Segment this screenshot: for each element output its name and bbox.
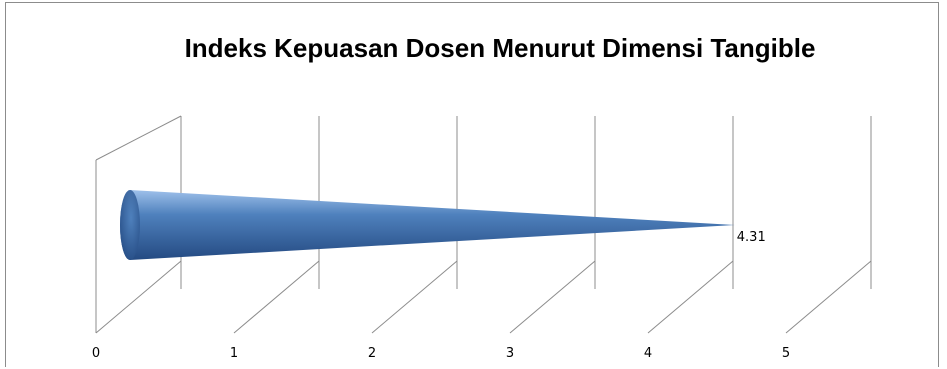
- x-tick-label-5: 5: [782, 346, 790, 361]
- gridline-floor-5: [785, 260, 872, 334]
- gridline-floor-4: [647, 260, 734, 334]
- x-tick-label-4: 4: [644, 346, 652, 361]
- x-tick-label-2: 2: [368, 346, 376, 361]
- grid-lines: [95, 115, 872, 334]
- x-tick-label-3: 3: [506, 346, 514, 361]
- cone-base-0: [120, 190, 140, 260]
- x-axis-ticks: 0 1 2 3 4 5: [92, 346, 790, 361]
- x-tick-label-0: 0: [92, 346, 100, 361]
- cone-bar-0: [120, 190, 735, 260]
- gridline-floor-2: [371, 260, 458, 334]
- gridline-floor-0: [95, 260, 182, 334]
- x-tick-label-1: 1: [230, 346, 238, 361]
- data-label-0: 4.31: [737, 230, 766, 245]
- chart-title: Indeks Kepuasan Dosen Menurut Dimensi Ta…: [184, 33, 816, 63]
- left-wall-top-edge: [95, 115, 182, 161]
- cone-series: [120, 190, 735, 260]
- chart-area: [5, 2, 939, 367]
- gridline-floor-3: [509, 260, 596, 334]
- data-labels: 4.31: [737, 230, 766, 245]
- gridline-floor-1: [233, 260, 320, 334]
